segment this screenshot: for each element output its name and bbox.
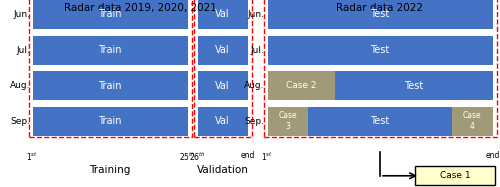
Bar xyxy=(198,71,248,100)
Bar xyxy=(308,107,452,136)
Text: Val: Val xyxy=(215,81,230,91)
FancyBboxPatch shape xyxy=(415,166,495,185)
Text: Radar data 2022: Radar data 2022 xyxy=(336,3,424,13)
Text: 25$^{th}$: 25$^{th}$ xyxy=(179,151,196,163)
Text: Case 1: Case 1 xyxy=(440,171,470,180)
Text: end: end xyxy=(240,151,254,160)
Text: end: end xyxy=(486,151,500,160)
Text: Train: Train xyxy=(98,81,122,91)
Text: Train: Train xyxy=(98,45,122,55)
Bar xyxy=(32,0,188,29)
Text: Case 2: Case 2 xyxy=(286,81,316,90)
Text: Train: Train xyxy=(98,10,122,19)
Bar xyxy=(452,107,492,136)
Text: Train: Train xyxy=(98,116,122,126)
Text: Sep.: Sep. xyxy=(244,117,264,126)
Bar xyxy=(268,107,308,136)
Text: Jul.: Jul. xyxy=(16,45,30,55)
Text: 1$^{st}$: 1$^{st}$ xyxy=(262,151,274,163)
Bar xyxy=(32,36,188,65)
Bar xyxy=(198,36,248,65)
Text: 26$^{th}$: 26$^{th}$ xyxy=(189,151,206,163)
Text: Radar data 2019, 2020, 2021: Radar data 2019, 2020, 2021 xyxy=(64,3,216,13)
Text: Case
3: Case 3 xyxy=(278,111,297,131)
Bar xyxy=(198,0,248,29)
Text: 1$^{st}$: 1$^{st}$ xyxy=(26,151,38,163)
Bar xyxy=(268,71,335,100)
Text: Validation: Validation xyxy=(196,165,248,175)
Text: Sep.: Sep. xyxy=(10,117,30,126)
Text: Test: Test xyxy=(370,45,390,55)
Text: Jun.: Jun. xyxy=(247,10,264,19)
Text: Val: Val xyxy=(215,116,230,126)
Text: Test: Test xyxy=(370,10,390,19)
Bar xyxy=(32,71,188,100)
Text: Val: Val xyxy=(215,10,230,19)
Text: Test: Test xyxy=(370,116,390,126)
Text: Case
4: Case 4 xyxy=(463,111,481,131)
Text: Aug.: Aug. xyxy=(10,81,30,90)
Bar xyxy=(268,36,492,65)
Bar xyxy=(268,0,492,29)
Text: Test: Test xyxy=(404,81,423,91)
Text: Aug.: Aug. xyxy=(244,81,264,90)
Bar xyxy=(335,71,492,100)
Text: Jun.: Jun. xyxy=(13,10,30,19)
Text: Jul.: Jul. xyxy=(250,45,264,55)
Bar xyxy=(32,107,188,136)
Text: Val: Val xyxy=(215,45,230,55)
Text: Training: Training xyxy=(90,165,130,175)
Bar xyxy=(198,107,248,136)
